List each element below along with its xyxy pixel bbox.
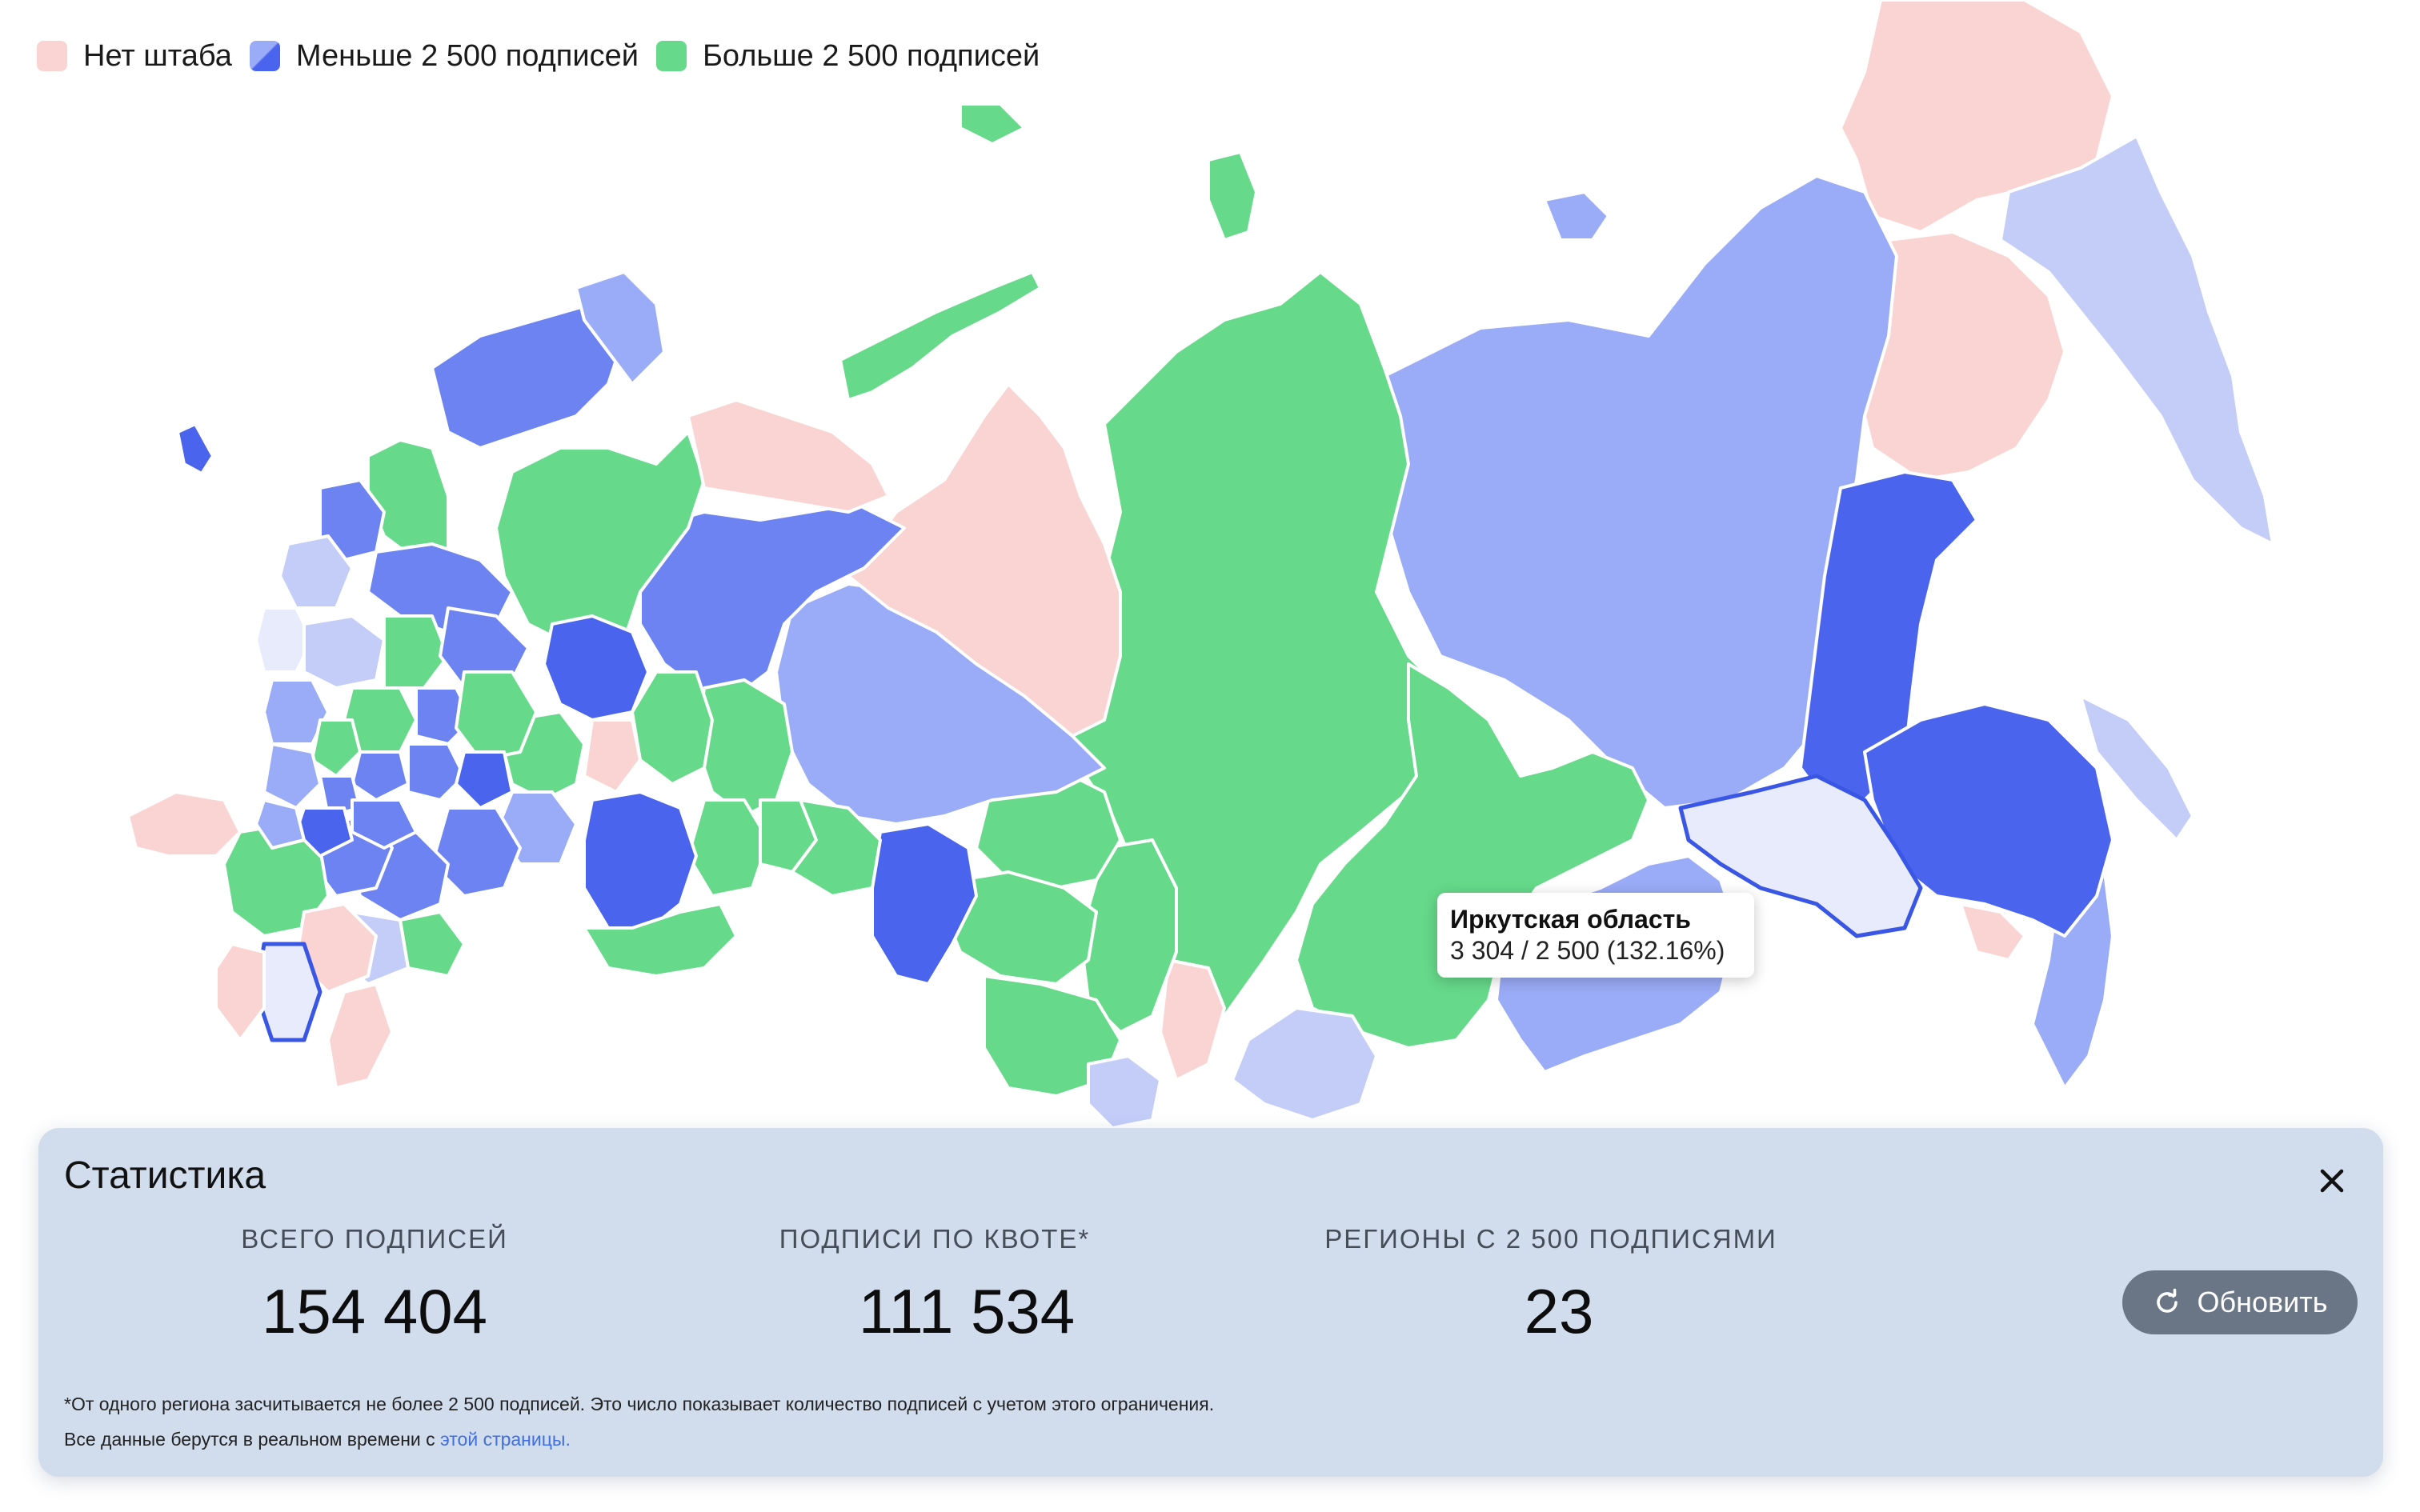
region-arkhangelsk[interactable] [495, 430, 706, 658]
region-orenburg[interactable] [583, 902, 738, 978]
legend-label-less: Меньше 2 500 подписей [295, 38, 639, 73]
region-bryansk[interactable] [262, 742, 322, 810]
region-north-caucasus[interactable] [214, 942, 266, 1042]
region-franz-josef[interactable] [959, 102, 1026, 146]
quota-footnote: *От одного региона засчитывается не боле… [64, 1394, 1215, 1414]
legend-label-no-hq: Нет штаба [83, 38, 232, 73]
region-khakassia[interactable] [1159, 958, 1226, 1082]
stat-total-label: ВСЕГО ПОДПИСЕЙ [241, 1224, 508, 1254]
legend-item-more[interactable]: Больше 2 500 подписей [655, 38, 1040, 74]
russia-map [126, 0, 2274, 1130]
region-crimea[interactable] [126, 790, 242, 858]
region-novosibirsk-islands[interactable] [1543, 190, 1610, 242]
region-yaroslavl[interactable] [383, 614, 450, 690]
region-novaya-zemlya[interactable] [839, 270, 1042, 402]
tooltip-region-name: Иркутская область [1450, 905, 1691, 934]
region-tooltip: Иркутская область 3 304 / 2 500 (132.16%… [1437, 893, 1754, 978]
region-kirov[interactable] [543, 614, 650, 722]
source-note: Все данные берутся в реальном времени с … [64, 1429, 571, 1450]
region-novgorod[interactable] [278, 534, 354, 610]
region-taymyr-islands[interactable] [1207, 150, 1258, 242]
legend-item-less[interactable]: Меньше 2 500 подписей [249, 38, 639, 74]
legend-label-more: Больше 2 500 подписей [702, 38, 1040, 73]
stat-regions-label: РЕГИОНЫ С 2 500 ПОДПИСЯМИ [1324, 1224, 1777, 1254]
stat-quota-label: ПОДПИСИ ПО КВОТЕ* [779, 1224, 1091, 1254]
region-penza[interactable] [455, 750, 514, 810]
region-kamchatka[interactable] [1999, 134, 2274, 546]
region-altai-republic[interactable] [1087, 1054, 1162, 1130]
stat-quota-value: 111 534 [858, 1276, 1076, 1346]
region-voronezh[interactable] [351, 798, 418, 850]
region-omsk[interactable] [871, 822, 978, 986]
region-yamalo-nenets[interactable] [847, 382, 1122, 738]
region-perm[interactable] [631, 670, 714, 786]
region-murmansk[interactable] [431, 302, 626, 450]
region-nizhny[interactable] [455, 670, 538, 762]
map-legend: Нет штаба Меньше 2 500 подписей Больше 2… [37, 35, 1040, 77]
stat-total-value: 154 404 [262, 1276, 487, 1346]
region-kurgan[interactable] [759, 798, 818, 874]
region-astrakhan[interactable] [399, 910, 466, 978]
region-komi[interactable] [639, 502, 906, 698]
region-sverdlovsk[interactable] [695, 678, 794, 818]
region-primorye[interactable] [1959, 902, 2026, 962]
region-kaluga[interactable] [311, 718, 362, 778]
region-chelyabinsk[interactable] [687, 798, 770, 898]
legend-swatch-no-hq [37, 41, 67, 71]
map-regions [126, 0, 2274, 1130]
legend-item-no-hq[interactable]: Нет штаба [37, 39, 232, 74]
region-nenets[interactable] [687, 398, 890, 514]
region-tuva[interactable] [1231, 1006, 1378, 1122]
region-pskov[interactable] [254, 606, 314, 674]
region-tula[interactable] [351, 750, 410, 802]
refresh-icon [2157, 1288, 2178, 1313]
legend-swatch-less [249, 41, 280, 71]
region-ryazan[interactable] [407, 742, 466, 802]
map-svg [126, 0, 2274, 1130]
region-zabaykalsky[interactable] [1678, 774, 1923, 938]
close-icon [2320, 1169, 2344, 1193]
refresh-button[interactable]: Обновить [2122, 1270, 2358, 1334]
legend-swatch-more [655, 41, 687, 71]
region-belgorod[interactable] [254, 798, 306, 850]
region-kaliningrad[interactable] [176, 422, 214, 475]
region-smolensk[interactable] [262, 678, 330, 746]
stat-regions-value: 23 [1524, 1276, 1594, 1346]
region-kola-north[interactable] [575, 270, 666, 386]
region-tver[interactable] [302, 614, 386, 690]
close-button[interactable] [2308, 1157, 2356, 1205]
source-prefix: Все данные берутся в реальном времени с [64, 1429, 441, 1450]
statistics-title: Статистика [64, 1154, 266, 1197]
tooltip-region-value: 3 304 / 2 500 (132.16%) [1450, 936, 1725, 965]
refresh-label: Обновить [2197, 1286, 2328, 1318]
region-dagestan[interactable] [327, 982, 394, 1090]
region-chukotka[interactable] [1839, 0, 2114, 234]
region-kuriles[interactable] [2079, 694, 2194, 842]
region-udmurtia[interactable] [583, 718, 642, 794]
statistics-panel: Статистика ВСЕГО ПОДПИСЕЙ 154 404 ПОДПИС… [38, 1128, 2383, 1477]
region-karelia[interactable] [367, 438, 450, 562]
source-link[interactable]: этой страницы. [440, 1429, 571, 1450]
